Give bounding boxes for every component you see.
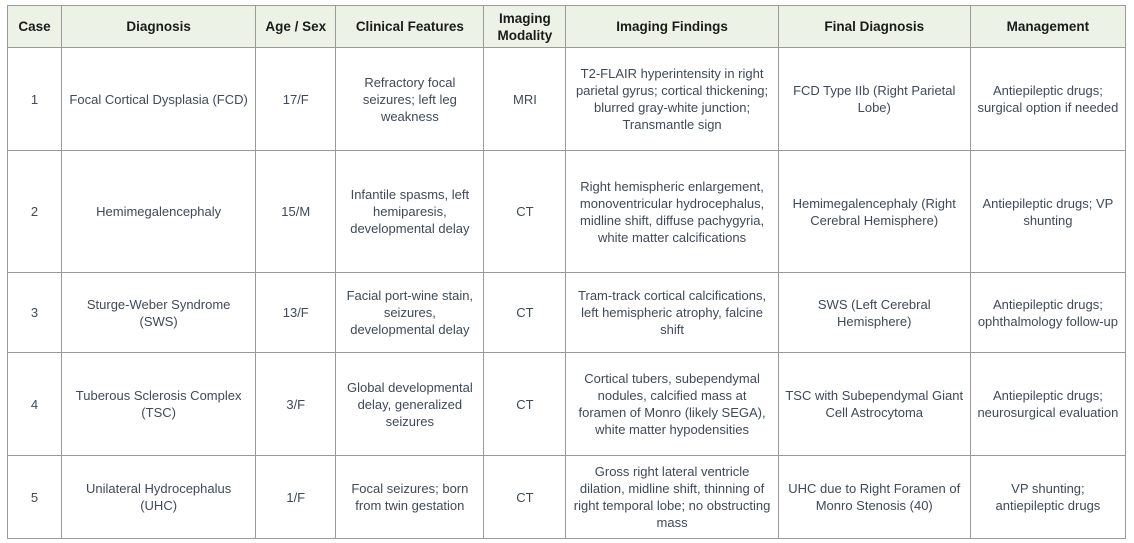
cell-management: Antiepileptic drugs; ophthalmology follo…	[969, 272, 1127, 353]
cell-imaging-findings: Cortical tubers, subependymal nodules, c…	[565, 352, 779, 456]
cell-age-sex: 13/F	[255, 272, 337, 353]
cell-imaging-modality: MRI	[483, 47, 567, 151]
case-series-table: Case Diagnosis Age / Sex Clinical Featur…	[6, 5, 1127, 539]
cell-clinical-features: Facial port-wine stain, seizures, develo…	[335, 272, 485, 353]
cell-final-diagnosis: SWS (Left Cerebral Hemisphere)	[777, 272, 971, 353]
cell-age-sex: 15/M	[255, 150, 337, 273]
cell-case: 5	[6, 455, 63, 539]
cell-management: Antiepileptic drugs; VP shunting	[969, 150, 1127, 273]
cell-age-sex: 1/F	[255, 455, 337, 539]
table-row: 4 Tuberous Sclerosis Complex (TSC) 3/F G…	[6, 352, 1127, 456]
cell-age-sex: 3/F	[255, 352, 337, 456]
header-imaging-modality: Imaging Modality	[483, 5, 567, 48]
header-management: Management	[969, 5, 1127, 48]
header-imaging-findings: Imaging Findings	[565, 5, 779, 48]
cell-imaging-findings: Tram-track cortical calcifications, left…	[565, 272, 779, 353]
cell-clinical-features: Infantile spasms, left hemiparesis, deve…	[335, 150, 485, 273]
cell-diagnosis: Focal Cortical Dysplasia (FCD)	[61, 47, 257, 151]
header-final-diagnosis: Final Diagnosis	[777, 5, 971, 48]
cell-management: VP shunting; antiepileptic drugs	[969, 455, 1127, 539]
cell-final-diagnosis: TSC with Subependymal Giant Cell Astrocy…	[777, 352, 971, 456]
header-age-sex: Age / Sex	[255, 5, 337, 48]
cell-diagnosis: Sturge-Weber Syndrome (SWS)	[61, 272, 257, 353]
cell-case: 2	[6, 150, 63, 273]
cell-imaging-findings: Right hemispheric enlargement, monoventr…	[565, 150, 779, 273]
cell-diagnosis: Tuberous Sclerosis Complex (TSC)	[61, 352, 257, 456]
table-row: 2 Hemimegalencephaly 15/M Infantile spas…	[6, 150, 1127, 273]
cell-imaging-modality: CT	[483, 272, 567, 353]
cell-diagnosis: Hemimegalencephaly	[61, 150, 257, 273]
cell-final-diagnosis: UHC due to Right Foramen of Monro Stenos…	[777, 455, 971, 539]
cell-imaging-modality: CT	[483, 455, 567, 539]
cell-imaging-modality: CT	[483, 352, 567, 456]
cell-final-diagnosis: Hemimegalencephaly (Right Cerebral Hemis…	[777, 150, 971, 273]
cell-clinical-features: Refractory focal seizures; left leg weak…	[335, 47, 485, 151]
cell-management: Antiepileptic drugs; neurosurgical evalu…	[969, 352, 1127, 456]
cell-case: 4	[6, 352, 63, 456]
cell-age-sex: 17/F	[255, 47, 337, 151]
header-clinical-features: Clinical Features	[335, 5, 485, 48]
table-row: 5 Unilateral Hydrocephalus (UHC) 1/F Foc…	[6, 455, 1127, 539]
cell-imaging-modality: CT	[483, 150, 567, 273]
cell-case: 3	[6, 272, 63, 353]
cell-clinical-features: Focal seizures; born from twin gestation	[335, 455, 485, 539]
table-row: 1 Focal Cortical Dysplasia (FCD) 17/F Re…	[6, 47, 1127, 151]
cell-clinical-features: Global developmental delay, generalized …	[335, 352, 485, 456]
header-row: Case Diagnosis Age / Sex Clinical Featur…	[6, 5, 1127, 48]
cell-imaging-findings: Gross right lateral ventricle dilation, …	[565, 455, 779, 539]
cell-imaging-findings: T2-FLAIR hyperintensity in right parieta…	[565, 47, 779, 151]
table-row: 3 Sturge-Weber Syndrome (SWS) 13/F Facia…	[6, 272, 1127, 353]
header-case: Case	[6, 5, 63, 48]
cell-case: 1	[6, 47, 63, 151]
cell-final-diagnosis: FCD Type IIb (Right Parietal Lobe)	[777, 47, 971, 151]
header-diagnosis: Diagnosis	[61, 5, 257, 48]
cell-management: Antiepileptic drugs; surgical option if …	[969, 47, 1127, 151]
cell-diagnosis: Unilateral Hydrocephalus (UHC)	[61, 455, 257, 539]
